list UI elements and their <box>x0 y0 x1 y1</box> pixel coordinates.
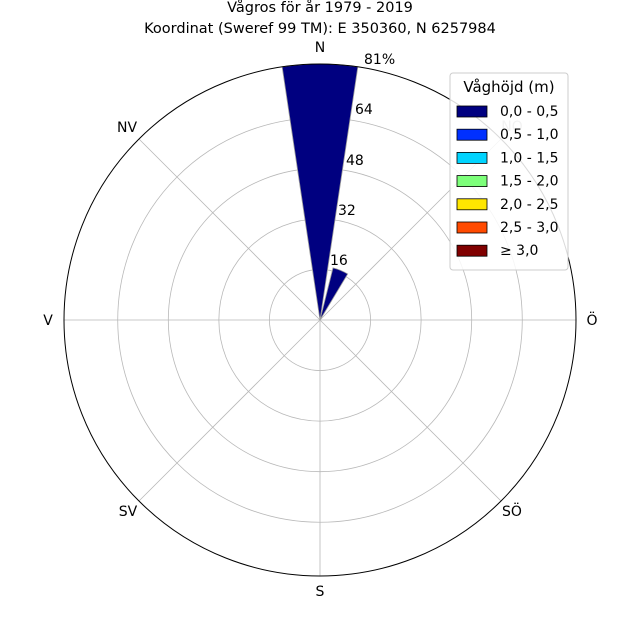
legend-swatch-6 <box>456 244 488 257</box>
direction-label-n: N <box>315 40 325 56</box>
radial-tick-32: 32 <box>338 203 356 219</box>
grid-spoke-3 <box>319 319 502 502</box>
grid-spoke-5 <box>138 319 321 502</box>
bar-n-0 <box>281 63 359 321</box>
direction-label-nv: NV <box>117 120 137 136</box>
polar-frame <box>63 63 577 577</box>
legend-swatch-3 <box>456 175 488 188</box>
legend-label-6: ≥ 3,0 <box>500 243 538 259</box>
direction-label-v: V <box>43 313 53 329</box>
grid-spoke-7 <box>138 138 321 321</box>
direction-label-o: Ö <box>586 311 597 329</box>
direction-label-so: SÖ <box>502 502 522 520</box>
legend-swatch-1 <box>456 128 488 141</box>
radial-tick-16: 16 <box>330 253 348 269</box>
chart-subtitle: Koordinat (Sweref 99 TM): E 350360, N 62… <box>144 21 496 37</box>
legend-label-4: 2,0 - 2,5 <box>500 197 558 213</box>
legend-swatch-4 <box>456 198 488 211</box>
legend-label-3: 1,5 - 2,0 <box>500 174 558 190</box>
legend-label-1: 0,5 - 1,0 <box>500 127 558 143</box>
direction-label-sv: SV <box>119 504 138 520</box>
bar-nne-1 <box>319 267 349 321</box>
radial-tick-48: 48 <box>346 153 364 169</box>
legend: Våghöjd (m) 0,0 - 0,5 0,5 - 1,0 1,0 - 1,5 1… <box>449 72 569 271</box>
legend-label-2: 1,0 - 1,5 <box>500 150 558 166</box>
legend-items: 0,0 - 0,5 0,5 - 1,0 1,0 - 1,5 1,5 - 2,0 2,0 … <box>456 104 558 259</box>
legend-title: Våghöjd (m) <box>463 78 554 96</box>
legend-swatch-0 <box>456 105 488 118</box>
legend-swatch-5 <box>456 221 488 234</box>
legend-box <box>449 72 569 271</box>
direction-label-s: S <box>316 584 325 600</box>
radial-tick-64: 64 <box>355 102 373 118</box>
bars-group <box>281 63 359 321</box>
chart-title: Vågros för år 1979 - 2019 <box>227 0 413 16</box>
legend-swatch-2 <box>456 151 488 164</box>
radial-tick-81: 81% <box>364 52 395 68</box>
legend-label-0: 0,0 - 0,5 <box>500 104 558 120</box>
legend-label-5: 2,5 - 3,0 <box>500 220 558 236</box>
